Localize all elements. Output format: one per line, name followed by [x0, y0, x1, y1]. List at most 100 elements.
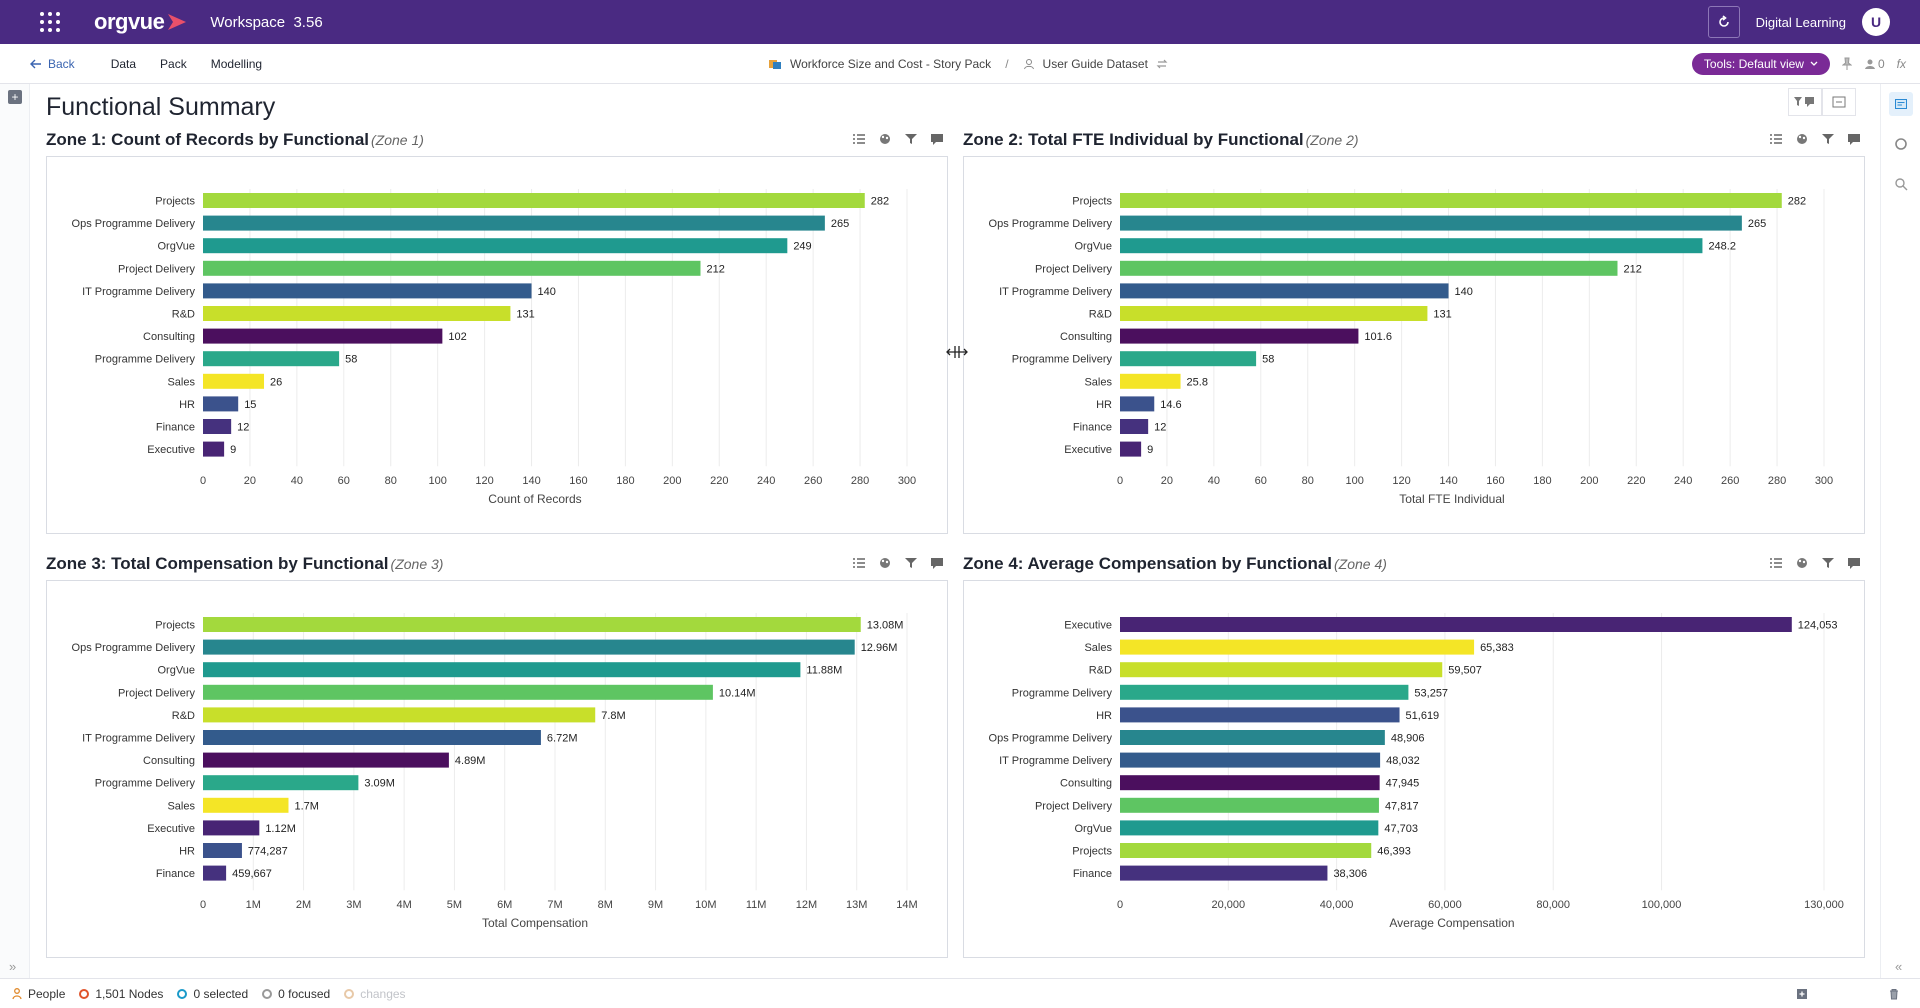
tick-label: 3M — [346, 899, 361, 911]
app-launcher-icon[interactable] — [36, 8, 64, 36]
pin-icon[interactable] — [1841, 57, 1852, 71]
category-label: R&D — [1089, 665, 1112, 677]
page-export-button[interactable] — [1822, 88, 1856, 116]
data-label: 12 — [1154, 422, 1166, 434]
resize-horizontal-icon — [946, 346, 968, 358]
dataset-link[interactable]: User Guide Dataset — [1042, 56, 1148, 71]
category-label: Executive — [1064, 620, 1112, 632]
bar — [1120, 662, 1443, 678]
list-icon[interactable] — [1769, 132, 1783, 146]
refresh-button[interactable] — [1707, 6, 1740, 38]
changes-indicator[interactable]: changes — [344, 987, 406, 1001]
comment-icon[interactable] — [1847, 556, 1861, 570]
filter-icon[interactable] — [904, 132, 918, 146]
user-icon — [1023, 58, 1034, 69]
data-label: 12.96M — [861, 642, 898, 654]
list-icon[interactable] — [852, 132, 866, 146]
bar — [1120, 396, 1155, 412]
filter-icon[interactable] — [904, 556, 918, 570]
story-pack-link[interactable]: Workforce Size and Cost - Story Pack — [790, 56, 992, 71]
category-label: IT Programme Delivery — [82, 286, 195, 298]
palette-icon[interactable] — [1795, 132, 1809, 146]
search-icon[interactable] — [1889, 172, 1913, 196]
tick-label: 180 — [1533, 475, 1551, 487]
tick-label: 0 — [1117, 899, 1123, 911]
nav-item-pack[interactable]: Pack — [160, 56, 187, 71]
tick-label: 7M — [547, 899, 562, 911]
category-label: Ops Programme Delivery — [989, 218, 1113, 230]
bar — [203, 617, 861, 632]
palette-icon[interactable] — [878, 132, 892, 146]
bar — [203, 820, 260, 836]
tick-label: 260 — [1721, 475, 1739, 487]
tick-label: 14M — [896, 899, 917, 911]
category-label: Consulting — [1060, 778, 1112, 790]
nav-item-data[interactable]: Data — [110, 56, 137, 71]
bar — [203, 193, 865, 208]
selected-count[interactable]: 0 selected — [177, 987, 248, 1001]
swap-icon[interactable] — [1156, 58, 1168, 70]
breadcrumb-separator: / — [1005, 56, 1009, 71]
comment-icon[interactable] — [930, 132, 944, 146]
tick-label: 60,000 — [1428, 899, 1462, 911]
bar — [203, 238, 788, 254]
focused-count[interactable]: 0 focused — [262, 987, 330, 1001]
category-label: Project Delivery — [1035, 800, 1113, 812]
list-icon[interactable] — [852, 556, 866, 570]
tick-label: 60 — [1255, 475, 1267, 487]
add-square-icon[interactable] — [1796, 988, 1808, 1000]
user-name[interactable]: Digital Learning — [1755, 14, 1846, 30]
panel-view-icon[interactable] — [1889, 92, 1913, 116]
page-filter-button[interactable] — [1788, 88, 1822, 116]
tick-label: 120 — [1392, 475, 1410, 487]
chart-container: Projects 282 Ops Programme Delivery 265 OrgV… — [963, 156, 1865, 534]
zone-resize-handle[interactable] — [946, 345, 968, 362]
formula-button[interactable]: fx — [1896, 56, 1906, 71]
tick-label: 140 — [522, 475, 540, 487]
data-label: 212 — [706, 263, 724, 275]
category-label: Executive — [147, 444, 195, 456]
tools-view-dropdown[interactable]: Tools: Default view — [1691, 52, 1830, 75]
nodes-count[interactable]: 1,501 Nodes — [79, 987, 163, 1001]
data-label: 53,257 — [1414, 687, 1448, 699]
bar-chart: Projects 282 Ops Programme Delivery 265 OrgV… — [72, 189, 916, 506]
filter-icon[interactable] — [1821, 556, 1835, 570]
data-label: 140 — [538, 286, 556, 298]
list-icon[interactable] — [1769, 556, 1783, 570]
bar-chart: Executive 124,053 Sales 65,383 R&D 59,507 Prog… — [989, 613, 1844, 930]
back-button[interactable]: Back — [30, 57, 75, 71]
palette-icon[interactable] — [878, 556, 892, 570]
trash-icon[interactable] — [1888, 988, 1900, 1000]
circle-icon[interactable] — [1889, 132, 1913, 156]
bar — [203, 260, 701, 276]
tick-label: 220 — [1627, 475, 1645, 487]
bar — [1120, 843, 1372, 858]
bar — [1120, 441, 1142, 457]
add-panel-icon[interactable]: + — [8, 90, 22, 104]
nav-item-modelling[interactable]: Modelling — [210, 56, 263, 71]
comment-icon[interactable] — [1847, 132, 1861, 146]
data-label: 9 — [230, 444, 236, 456]
nodes-dot-icon — [79, 988, 90, 999]
selected-dot-icon — [177, 988, 188, 999]
palette-icon[interactable] — [1795, 556, 1809, 570]
brand-logo[interactable]: orgvue — [94, 9, 188, 35]
tick-label: 100 — [428, 475, 446, 487]
chart-container: Projects 13.08M Ops Programme Delivery 12.9… — [46, 580, 948, 958]
collapse-right-icon[interactable]: « — [1895, 959, 1903, 974]
data-label: 25.8 — [1187, 376, 1208, 388]
category-label: HR — [1096, 710, 1112, 722]
people-filter[interactable]: People — [12, 987, 65, 1001]
avatar[interactable]: U — [1862, 8, 1890, 36]
category-label: OrgVue — [157, 665, 195, 677]
expand-left-icon[interactable]: » — [9, 959, 17, 974]
notifications[interactable]: 0 — [1864, 57, 1885, 71]
tick-label: 60 — [338, 475, 350, 487]
category-label: Finance — [1073, 868, 1112, 880]
comment-icon[interactable] — [930, 556, 944, 570]
data-label: 13.08M — [867, 620, 904, 632]
filter-icon[interactable] — [1821, 132, 1835, 146]
data-label: 6.72M — [547, 733, 578, 745]
axis-title: Total FTE Individual — [1399, 492, 1504, 506]
data-label: 774,287 — [248, 846, 288, 858]
